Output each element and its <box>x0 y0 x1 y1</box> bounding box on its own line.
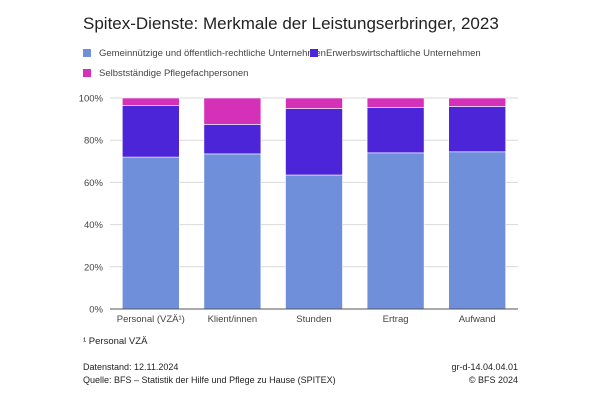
legend-swatch-erwerb <box>310 49 318 57</box>
legend-row-2: Selbstständige Pflegefachpersonen <box>83 63 553 83</box>
bar-segment <box>203 153 262 310</box>
legend-item-selbst: Selbstständige Pflegefachpersonen <box>83 68 248 79</box>
bar-segment <box>366 152 425 310</box>
bar-segment <box>366 97 425 108</box>
bar-segment <box>285 174 343 310</box>
y-tick-label: 100% <box>79 94 104 105</box>
legend-label-selbst: Selbstständige Pflegefachpersonen <box>99 67 249 79</box>
x-tick-label: Stunden <box>296 314 331 325</box>
bar-segment <box>448 97 507 107</box>
bar-segment <box>122 97 180 106</box>
bar-segment <box>122 156 180 310</box>
y-tick-label: 20% <box>84 262 104 273</box>
bar-segment <box>448 151 507 310</box>
bar-segment <box>122 105 180 158</box>
bar-segment <box>448 106 507 153</box>
footer-right: gr-d-14.04.04.01 © BFS 2024 <box>451 361 518 387</box>
bar-segment <box>203 124 262 155</box>
legend-swatch-selbst <box>83 69 91 77</box>
footnote: ¹ Personal VZÄ <box>83 336 148 347</box>
footer-left: Datenstand: 12.11.2024 Quelle: BFS – Sta… <box>83 361 336 387</box>
bar-segment <box>285 97 343 109</box>
x-tick-label: Ertrag <box>383 314 409 325</box>
bar-segment <box>203 97 262 125</box>
quelle: Quelle: BFS – Statistik der Hilfe und Pf… <box>83 375 336 385</box>
chart-code: gr-d-14.04.04.01 <box>451 362 518 372</box>
legend-swatch-gemeinnuetzig <box>83 49 91 57</box>
x-tick-label: Personal (VZÄ¹) <box>117 314 185 325</box>
x-tick-label: Aufwand <box>459 314 496 325</box>
legend-label-gemeinnuetzig: Gemeinnützige und öffentlich-rechtliche … <box>99 47 326 59</box>
chart-title: Spitex-Dienste: Merkmale der Leistungser… <box>83 14 499 33</box>
bar-segment <box>366 107 425 154</box>
legend-item-gemeinnuetzig: Gemeinnützige und öffentlich-rechtliche … <box>83 48 326 59</box>
bar-segment <box>285 108 343 176</box>
datenstand: Datenstand: 12.11.2024 <box>83 362 179 372</box>
y-tick-label: 60% <box>84 178 104 189</box>
legend-label-erwerb: Erwerbswirtschaftliche Unternehmen <box>326 47 481 59</box>
y-tick-label: 0% <box>89 305 103 316</box>
y-tick-label: 40% <box>84 220 104 231</box>
legend: Gemeinnützige und öffentlich-rechtliche … <box>83 43 553 83</box>
copyright: © BFS 2024 <box>468 375 518 385</box>
legend-item-erwerb: Erwerbswirtschaftliche Unternehmen <box>310 48 481 59</box>
y-tick-label: 80% <box>84 136 104 147</box>
x-tick-label: Klient/innen <box>208 314 258 325</box>
legend-row-1: Gemeinnützige und öffentlich-rechtliche … <box>83 43 553 63</box>
